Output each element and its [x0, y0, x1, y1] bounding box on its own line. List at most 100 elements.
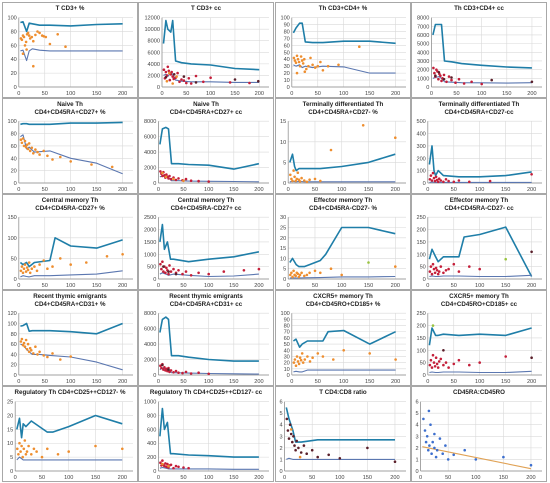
data-point — [46, 447, 49, 451]
y-tick-label: 250 — [416, 311, 425, 317]
x-tick-label: 200 — [118, 187, 127, 193]
y-tick-label: 5 — [283, 267, 286, 273]
data-point — [162, 265, 165, 268]
y-tick-label: 0 — [153, 277, 156, 283]
series-line-trend — [422, 446, 532, 470]
data-point — [446, 458, 450, 461]
data-point — [292, 361, 296, 364]
x-tick-label: 100 — [335, 475, 344, 481]
chart-svg: 0 2000 4000 6000 8000 0 50 100 150 200 — [144, 311, 269, 385]
series-line-upper — [289, 153, 396, 172]
chart-title: Terminally differentiated Th CD4+CD45RA+… — [302, 101, 384, 116]
data-point — [298, 455, 302, 459]
y-tick-label: 0 — [426, 85, 429, 91]
data-point — [444, 444, 447, 447]
y-tick-label: 150 — [7, 215, 16, 221]
x-tick-label: 50 — [180, 187, 186, 193]
data-point — [184, 270, 188, 273]
data-point — [437, 77, 440, 81]
data-point — [182, 75, 186, 78]
series-line-lower — [286, 457, 395, 460]
data-point — [32, 39, 35, 43]
data-point — [38, 31, 41, 35]
y-tick-label: 500 — [416, 119, 425, 125]
data-point — [26, 31, 30, 35]
data-point — [436, 180, 440, 184]
chart-panel: Th CD3+CD4+ % 0 10 20 30 40 50 60 70 80 90 100 0 50 10… — [275, 2, 411, 98]
data-point — [293, 59, 297, 62]
data-point — [19, 138, 23, 141]
data-point — [298, 64, 302, 68]
x-tick-label: 0 — [426, 283, 429, 289]
chart-title: Naive Th CD4+CD45RA+CD27+ % — [34, 101, 106, 116]
x-tick-label: 0 — [157, 379, 160, 385]
y-tick-label: 0 — [153, 373, 156, 379]
data-point — [303, 57, 306, 61]
x-tick-label: 150 — [91, 475, 100, 481]
x-tick-label: 200 — [118, 475, 127, 481]
data-point — [56, 453, 60, 456]
data-point — [313, 177, 317, 181]
data-point — [436, 366, 440, 369]
x-tick-label: 50 — [445, 475, 451, 481]
series-line-upper — [292, 329, 396, 348]
x-tick-label: 50 — [315, 91, 321, 97]
chart-svg: 0 1 2 3 4 5 6 0 50 100 150 200 — [279, 400, 406, 481]
data-point — [301, 361, 305, 364]
y-tick-label: 3000 — [417, 59, 429, 65]
data-point — [435, 362, 439, 366]
x-tick-label: 200 — [255, 91, 264, 97]
chart-panel: CXCR5+ memory Th CD4+CD45RO+CD185+ % 0 10 2… — [275, 290, 411, 386]
data-point — [452, 453, 455, 457]
y-tick-label: 150 — [416, 336, 425, 342]
data-point — [167, 368, 170, 371]
chart-title: Th CD3+CD4+ % — [318, 5, 368, 12]
data-point — [180, 78, 183, 81]
x-tick-label: 0 — [157, 187, 160, 193]
y-tick-label: 0 — [14, 277, 17, 283]
y-tick-label: 2500 — [144, 215, 156, 221]
data-point — [530, 356, 533, 359]
data-point — [165, 173, 168, 176]
data-point — [23, 439, 27, 442]
x-tick-label: 150 — [364, 187, 373, 193]
data-point — [19, 269, 23, 273]
y-tick-label: 20 — [11, 169, 17, 175]
x-tick-label: 0 — [17, 91, 20, 97]
data-point — [296, 57, 300, 61]
y-tick-label: 4000 — [148, 62, 160, 68]
data-point — [292, 269, 295, 273]
y-tick-label: 0 — [14, 85, 17, 91]
data-point — [310, 448, 314, 452]
chart-panel: Th CD3+CD4+ cc 0 1000 2000 3000 4000 5000 6000 7… — [411, 2, 547, 98]
data-point — [288, 423, 292, 426]
y-tick-label: 20 — [11, 71, 17, 77]
y-tick-label: 2000 — [148, 73, 160, 79]
data-point — [342, 349, 345, 352]
data-point — [452, 180, 456, 184]
chart-title: Regulatory Th CD4+CD25++CD127- % — [14, 389, 126, 396]
data-point — [457, 179, 461, 182]
y-tick-label: 10 — [284, 78, 290, 84]
data-point — [295, 71, 299, 75]
data-point — [429, 174, 433, 177]
data-point — [303, 274, 306, 278]
data-point — [159, 262, 162, 266]
y-tick-label: 1 — [279, 457, 282, 463]
data-point — [28, 149, 32, 153]
y-tick-label: 50 — [420, 265, 426, 271]
series-line-lower — [429, 274, 532, 278]
data-point — [21, 137, 25, 140]
data-point — [308, 178, 311, 181]
chart-panel: Effector memory Th CD4+CD45RA-CD27- cc 0 5… — [411, 194, 547, 290]
data-point — [303, 70, 307, 73]
x-tick-label: 0 — [160, 91, 163, 97]
data-point — [51, 265, 54, 268]
data-point — [25, 266, 29, 269]
data-point — [48, 42, 52, 46]
data-point — [85, 261, 88, 264]
x-tick-label: 0 — [157, 283, 160, 289]
y-tick-label: 60 — [11, 144, 17, 150]
data-point — [30, 267, 34, 270]
data-point — [164, 75, 168, 79]
